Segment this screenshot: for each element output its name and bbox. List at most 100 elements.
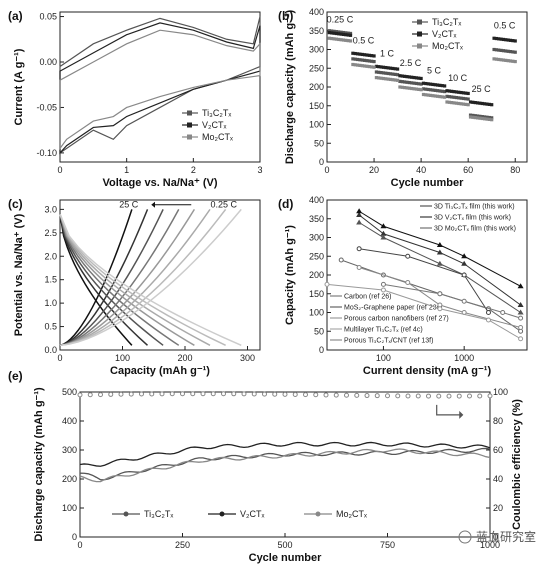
rate-label: 0.25 C <box>327 15 354 25</box>
data-point <box>440 95 444 99</box>
cv-curve-2 <box>59 29 261 151</box>
efficiency-point <box>108 391 114 397</box>
y-tick-label: 3.0 <box>44 204 57 214</box>
panel-label-b: (b) <box>278 9 293 23</box>
legend-label: Carbon (ref 26) <box>344 294 391 301</box>
plot-frame <box>79 391 491 538</box>
data-point <box>438 89 442 93</box>
y-tick-label: 50 <box>314 326 324 336</box>
charge-curve <box>59 208 211 347</box>
data-point <box>355 52 360 56</box>
data-point <box>517 309 524 315</box>
data-point <box>400 74 404 78</box>
data-point <box>388 72 393 76</box>
data-point <box>487 117 491 121</box>
x-tick-label: 500 <box>277 540 292 550</box>
rate-label: 2.5 C <box>400 58 422 68</box>
data-point <box>348 39 353 43</box>
data-point <box>471 113 475 118</box>
data-point <box>400 80 404 84</box>
data-point <box>405 253 411 259</box>
data-point <box>433 94 437 98</box>
data-point <box>346 39 350 43</box>
data-point <box>358 52 362 56</box>
data-point <box>360 52 364 57</box>
data-point <box>334 31 339 36</box>
data-point <box>370 65 374 69</box>
data-point <box>386 77 390 81</box>
x-tick-label: 200 <box>177 353 192 363</box>
data-point <box>428 93 433 97</box>
y-tick-label: 250 <box>309 251 324 261</box>
efficiency-point <box>426 393 431 399</box>
x-axis-label: Cycle number <box>249 552 322 564</box>
y-tick-label: 1.5 <box>44 275 57 285</box>
data-point <box>367 53 371 57</box>
efficiency-point <box>364 393 370 399</box>
data-point <box>341 30 346 35</box>
data-point <box>447 100 451 104</box>
data-point <box>358 58 362 62</box>
y-axis-label: Discharge capacity (mAh g⁻¹) <box>284 9 296 164</box>
data-point <box>431 88 435 92</box>
data-point <box>504 38 508 42</box>
data-point <box>431 82 435 87</box>
data-point <box>344 31 348 35</box>
legend-label: Porous carbon nanofibers (ref 27) <box>344 316 449 323</box>
data-point <box>508 50 513 54</box>
data-point <box>508 38 513 42</box>
data-point <box>450 101 454 105</box>
data-point <box>351 57 355 61</box>
data-point <box>414 81 419 86</box>
rate-label: 1 C <box>380 48 395 58</box>
data-point <box>395 73 400 77</box>
y-tick-label: 50 <box>314 138 324 148</box>
data-point <box>377 65 381 69</box>
data-point <box>400 85 404 89</box>
data-point <box>341 32 346 37</box>
efficiency-point <box>467 393 472 399</box>
x-tick-label: 60 <box>463 165 473 175</box>
efficiency-point <box>87 392 93 398</box>
data-point <box>370 59 374 63</box>
data-point <box>380 234 387 240</box>
data-point <box>386 66 390 70</box>
legend-marker <box>187 134 192 140</box>
data-point <box>468 113 473 117</box>
x-tick-label: 250 <box>175 540 190 550</box>
data-point <box>391 72 395 76</box>
efficiency-point <box>395 393 401 399</box>
data-point <box>388 77 393 82</box>
legend-marker <box>417 31 422 37</box>
data-point <box>410 86 414 91</box>
data-point <box>330 29 334 33</box>
y-tick-label: 100 <box>309 308 324 318</box>
data-point <box>412 81 416 85</box>
data-point <box>464 91 468 95</box>
data-point <box>426 93 430 97</box>
data-point <box>518 315 524 321</box>
efficiency-point <box>374 393 380 399</box>
data-point <box>324 281 330 287</box>
efficiency-point <box>354 392 360 398</box>
legend-label: V₂CTₓ <box>202 120 226 130</box>
data-point <box>452 101 456 105</box>
data-point <box>424 81 428 86</box>
data-point <box>513 59 517 64</box>
data-point <box>461 272 467 278</box>
data-point <box>421 87 426 91</box>
data-point <box>337 32 341 36</box>
y-axis-label: Discharge capacity (mAh g⁻¹) <box>33 387 45 542</box>
rate-annotation-25c: 25 C <box>119 200 139 210</box>
data-point <box>431 94 435 98</box>
data-point <box>384 77 388 81</box>
data-point <box>504 58 508 62</box>
data-point <box>355 57 360 62</box>
y-axis-label: Capacity (mAh g⁻¹) <box>284 225 296 325</box>
data-point <box>487 102 491 106</box>
data-point <box>414 87 419 91</box>
data-point <box>360 58 364 62</box>
plot-frame <box>59 199 261 351</box>
legend-marker <box>187 110 192 116</box>
charge-curve <box>59 208 196 347</box>
